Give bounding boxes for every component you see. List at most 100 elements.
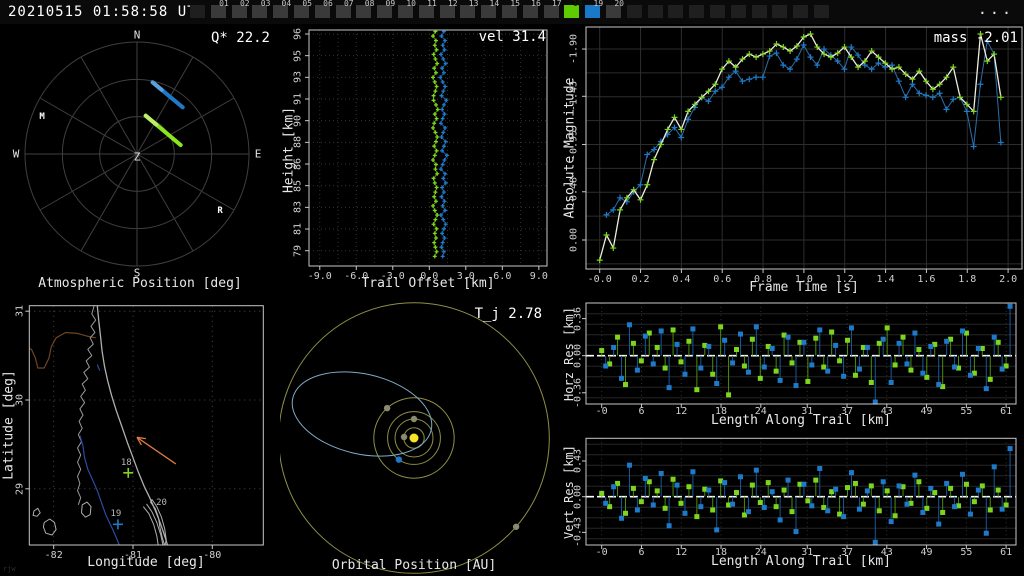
event-box-blank[interactable]	[627, 5, 642, 18]
blue-series	[438, 29, 449, 258]
trail-y-tick: 88	[293, 136, 304, 148]
event-box-16[interactable]: 16	[523, 5, 538, 18]
trail-x-tick: 0.0	[420, 271, 438, 282]
map-y-tick: 30	[15, 394, 26, 406]
atmospheric-position-panel: Q* 22.2 Atmospheric Position [deg] NSWEZ…	[0, 24, 280, 294]
magnitude-panel: mass -2.01 Absolute Magnitude Frame Time…	[560, 24, 1024, 294]
event-box-number: 14	[490, 0, 500, 8]
residuals-panel: Horz Res [km] Length Along Trail [km] Ve…	[560, 294, 1024, 576]
vert-res-x-tick: 49	[921, 547, 933, 558]
event-box-blank[interactable]	[190, 5, 205, 18]
orbital-plot	[280, 294, 560, 576]
event-box-07[interactable]: 07	[336, 5, 351, 18]
trail-y-tick: 83	[293, 201, 304, 213]
zenith-label: Z	[134, 151, 141, 164]
horz-res-green-series	[599, 324, 1008, 397]
lake-outline	[82, 502, 92, 517]
event-box-01[interactable]: 01	[211, 5, 226, 18]
event-box-blank[interactable]	[772, 5, 787, 18]
horz-res-blue-series	[603, 304, 1012, 405]
vert-res-x-tick: 24	[755, 547, 767, 558]
event-box-13[interactable]: 13	[460, 5, 475, 18]
event-box-number: 05	[302, 0, 312, 8]
watermark: rjw	[3, 565, 16, 573]
event-box-number: 19	[594, 0, 604, 8]
event-box-10[interactable]: 10	[398, 5, 413, 18]
mag-x-tick: 1.8	[958, 274, 976, 285]
event-box-20[interactable]: 20	[606, 5, 621, 18]
event-box-14[interactable]: 14	[481, 5, 496, 18]
mag-y-tick: 0.00	[569, 228, 580, 252]
event-box-number: 11	[427, 0, 437, 8]
event-box-03[interactable]: 03	[252, 5, 267, 18]
vert-res-y-tick: 0.00	[573, 485, 584, 509]
event-box-18[interactable]: 18	[564, 5, 579, 18]
trail-y-tick: 90	[293, 115, 304, 127]
magnitude-plot	[560, 24, 1024, 294]
mercury-marker	[401, 434, 407, 440]
event-box-08[interactable]: 08	[356, 5, 371, 18]
trail-y-tick: 81	[293, 223, 304, 235]
event-box-number: 20	[614, 0, 624, 8]
trail-y-tick: 93	[293, 71, 304, 83]
horz-res-x-tick: 6	[638, 406, 644, 417]
horz-res-x-tick: 24	[755, 406, 767, 417]
vert-res-x-tick: 6	[638, 547, 644, 558]
event-box-blank[interactable]	[814, 5, 829, 18]
meteor-analysis-app: 20210515 01:58:58 UTC ... 01020304050607…	[0, 0, 1024, 576]
event-box-12[interactable]: 12	[440, 5, 455, 18]
plot-frame	[309, 30, 547, 266]
event-box-number: 04	[282, 0, 292, 8]
map-features	[9, 306, 168, 547]
mag-x-tick: 0.6	[713, 274, 731, 285]
sun-marker	[410, 434, 419, 443]
overflow-menu-icon[interactable]: ...	[978, 0, 1014, 18]
event-box-blank[interactable]	[689, 5, 704, 18]
mag-y-tick: -0.95	[569, 129, 580, 159]
map-y-axis-label: Latitude [deg]	[2, 370, 17, 480]
sky-mark-R: R	[217, 206, 222, 216]
tisserand-label: T_j 2.78	[475, 306, 542, 322]
grid	[309, 30, 547, 266]
event-box-19[interactable]: 19	[585, 5, 600, 18]
event-box-04[interactable]: 04	[273, 5, 288, 18]
trail-offset-plot	[280, 24, 560, 294]
trajectory-arrow	[137, 437, 176, 464]
event-box-05[interactable]: 05	[294, 5, 309, 18]
q-value-label: Q* 22.2	[211, 30, 270, 46]
state-border-line	[9, 333, 95, 369]
event-box-11[interactable]: 11	[419, 5, 434, 18]
jupiter-marker	[513, 524, 519, 530]
event-box-06[interactable]: 06	[315, 5, 330, 18]
grid	[29, 306, 263, 545]
river-mouth-line	[97, 365, 99, 371]
mag-x-tick: 1.6	[917, 274, 935, 285]
event-box-15[interactable]: 15	[502, 5, 517, 18]
event-box-blank[interactable]	[648, 5, 663, 18]
horz-res-x-tick: 31	[801, 406, 813, 417]
event-box-09[interactable]: 09	[377, 5, 392, 18]
meteoroid-orbit-ellipse	[284, 359, 440, 469]
event-box-number: 08	[365, 0, 375, 8]
event-box-blank[interactable]	[752, 5, 767, 18]
map-y-tick: 29	[15, 483, 26, 495]
ground-map-panel: Latitude [deg] Longitude [deg] 181920-82…	[0, 294, 280, 576]
event-box-02[interactable]: 02	[232, 5, 247, 18]
event-box-blank[interactable]	[668, 5, 683, 18]
map-y-tick: 31	[15, 305, 26, 317]
compass-n: N	[134, 29, 141, 42]
horz-res-y-tick: 0.00	[573, 344, 584, 368]
event-box-number: 16	[531, 0, 541, 8]
horz-res-x-tick: 12	[675, 406, 687, 417]
grid	[586, 27, 1022, 269]
compass-w: W	[13, 148, 20, 161]
earth-marker	[396, 456, 402, 462]
vert-res-y-tick: -0.43	[573, 517, 584, 547]
trail-x-tick: 3.0	[457, 271, 475, 282]
event-box-number: 15	[510, 0, 520, 8]
event-box-blank[interactable]	[710, 5, 725, 18]
map-x-tick: -80	[203, 550, 221, 561]
event-box-17[interactable]: 17	[544, 5, 559, 18]
event-box-blank[interactable]	[731, 5, 746, 18]
event-box-blank[interactable]	[793, 5, 808, 18]
